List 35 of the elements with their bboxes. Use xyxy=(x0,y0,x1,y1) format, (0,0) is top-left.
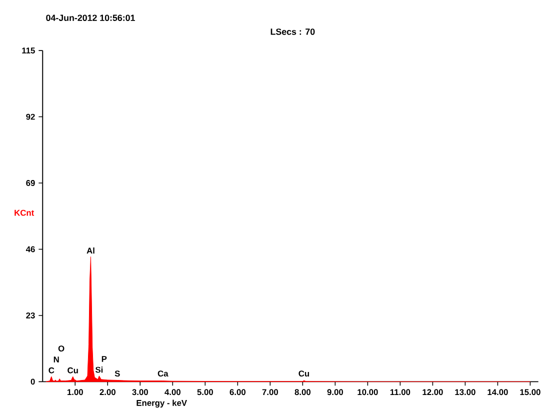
x-tick-label: 3.00 xyxy=(132,388,148,395)
x-tick-label: 2.00 xyxy=(100,388,116,395)
x-axis-title: Energy - keV xyxy=(136,400,187,408)
annotation: N xyxy=(54,356,59,362)
annotation: Si xyxy=(95,366,103,373)
x-tick-label: 9.00 xyxy=(327,388,343,395)
x-tick-label: 13.00 xyxy=(455,388,476,395)
annotation: S xyxy=(114,370,120,376)
x-tick-label: 1.00 xyxy=(67,388,83,395)
chart-title: 04-Jun-2012 10:56:01 xyxy=(46,14,135,21)
x-tick-label: 12.00 xyxy=(422,388,443,395)
chart-subtitle: LSecs : 70 xyxy=(270,28,315,35)
x-tick-label: 11.00 xyxy=(390,388,410,395)
annotation: O xyxy=(58,345,64,352)
x-tick-label: 7.00 xyxy=(262,388,278,395)
y-tick-label: 0 xyxy=(30,378,35,384)
x-tick-label: 4.00 xyxy=(164,388,180,395)
y-axis-title: KCnt xyxy=(14,210,34,216)
y-tick-label: 115 xyxy=(22,47,35,54)
annotation: C xyxy=(48,367,54,374)
x-tick-label: 5.00 xyxy=(197,388,213,395)
y-tick-label: 46 xyxy=(26,246,35,252)
x-tick-label: 15.00 xyxy=(520,388,540,395)
y-tick-label: 23 xyxy=(26,312,35,318)
x-tick-label: 10.00 xyxy=(358,388,378,395)
x-tick-label: 6.00 xyxy=(230,388,246,395)
annotation: P xyxy=(102,356,107,362)
y-tick-label: 69 xyxy=(26,180,35,186)
y-tick-label: 92 xyxy=(26,114,35,120)
x-tick-label: 8.00 xyxy=(294,388,310,395)
annotation: Ca xyxy=(158,370,168,376)
annotation: Cu xyxy=(68,367,78,374)
annotation: Al xyxy=(86,247,94,254)
annotation: Cu xyxy=(298,370,310,376)
x-tick-label: 14.00 xyxy=(488,388,508,395)
